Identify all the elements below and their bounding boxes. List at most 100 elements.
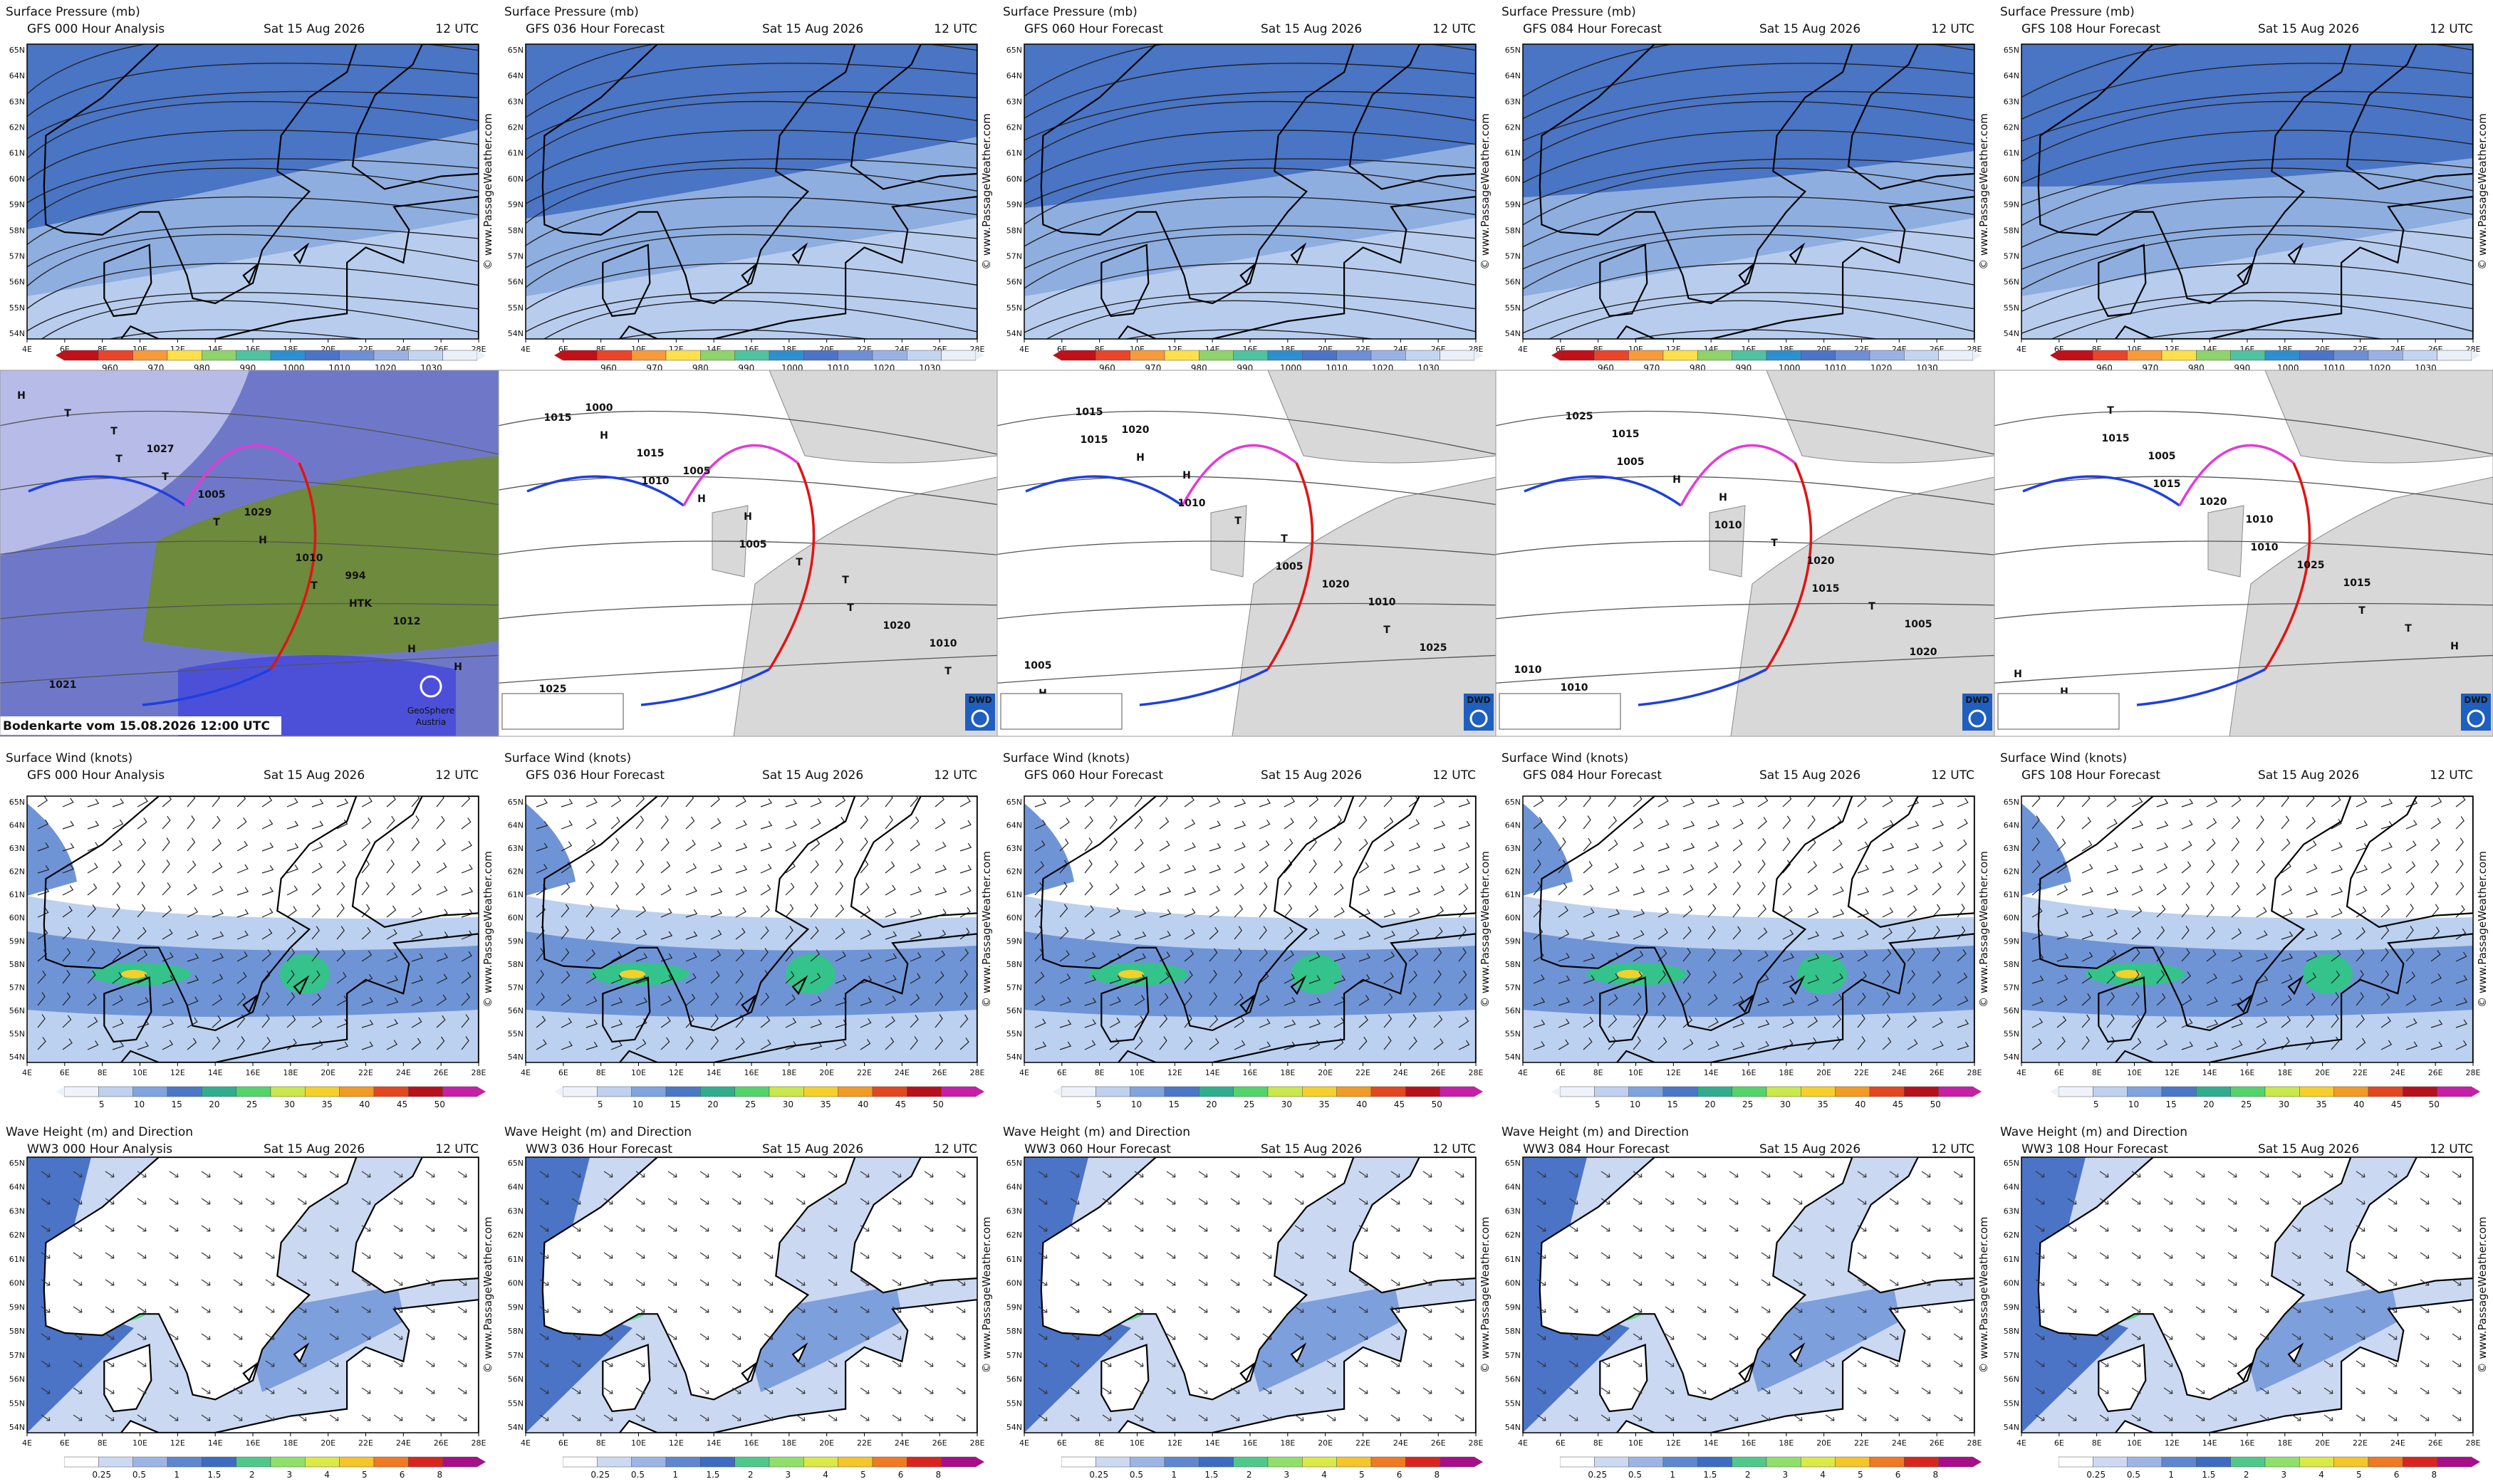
watermark: © www.PassageWeather.com: [980, 851, 993, 1008]
colorbar-label: 1.5: [1204, 1470, 1218, 1480]
wind-barb: [336, 840, 348, 852]
wave-arrow: [2163, 1306, 2173, 1313]
wind-barb: [411, 953, 424, 962]
wind-barb: [785, 971, 795, 984]
coastline: [2037, 1157, 2352, 1401]
lat-tick-label: 62N: [1505, 867, 1521, 877]
coastline: [2346, 44, 2473, 190]
colorbar-swatch: [803, 350, 838, 361]
wind-barb: [1184, 1036, 1193, 1050]
wind-barb: [386, 882, 395, 896]
panel-time: 12 UTC: [934, 1142, 977, 1156]
lat-tick-label: 59N: [2004, 936, 2019, 946]
wind-barb: [585, 996, 598, 1006]
lon-tick-label: 4E: [1019, 1438, 1029, 1448]
wave-arrow: [571, 1171, 581, 1178]
wave-arrow: [1536, 1387, 1546, 1394]
wave-arrow: [297, 1360, 307, 1367]
wave-arrow: [1454, 1333, 1464, 1340]
wind-barb: [436, 796, 444, 808]
wave-arrow: [924, 1306, 934, 1313]
wind-barb: [1732, 860, 1742, 874]
wind-barb: [1682, 1039, 1694, 1050]
wave-arrow: [1038, 1414, 1048, 1421]
wave-arrow: [2259, 1387, 2269, 1394]
lat-tick-label: 56N: [1505, 278, 1521, 287]
lat-tick-label: 63N: [508, 844, 524, 853]
colorbar-swatch: [1405, 1086, 1440, 1097]
wave-arrow: [1358, 1171, 1368, 1178]
logo-text: Austria: [416, 717, 446, 727]
colorbar-label: 35: [1817, 1099, 1828, 1109]
wind-barb: [760, 993, 769, 1006]
colorbar-swatch: [1697, 350, 1732, 361]
wind-barb: [2455, 882, 2465, 896]
lon-tick-label: 16E: [1742, 1438, 1756, 1448]
wind-barb: [2331, 908, 2343, 918]
wind-barb: [2455, 951, 2467, 962]
wave-arrow: [1889, 1252, 1899, 1259]
front: [2136, 668, 2266, 706]
wind-barb: [1857, 817, 1868, 830]
wind-barb: [2181, 820, 2193, 830]
wind-barb: [411, 815, 420, 830]
wind-barb: [935, 1014, 943, 1028]
lon-tick-label: 28E: [970, 1438, 985, 1448]
wind-barb: [261, 970, 271, 984]
wave-arrow: [393, 1387, 403, 1394]
wave-arrow: [860, 1360, 870, 1367]
isobar: [1523, 167, 1974, 226]
wind-barb: [2231, 975, 2244, 984]
isobar: [1024, 130, 1476, 183]
wind-barb: [536, 993, 545, 1006]
wind-barb: [1034, 1041, 1047, 1050]
colorbar-swatch: [1370, 1456, 1406, 1468]
lon-tick-label: 22E: [857, 1438, 872, 1448]
wind-barb: [1234, 1016, 1245, 1028]
lat-tick-label: 59N: [1505, 1302, 1521, 1312]
wave-arrow: [1921, 1252, 1931, 1259]
wind-barb: [959, 1037, 969, 1050]
wind-barb: [610, 882, 619, 896]
colorbar-swatch: [1697, 1086, 1732, 1097]
wind-barb: [1259, 1018, 1271, 1028]
panel-date: Sat 15 Aug 2026: [1759, 1142, 1860, 1156]
wind-barb: [561, 948, 570, 962]
wind-barb: [1757, 927, 1768, 940]
wind-barb: [1284, 926, 1294, 940]
wave-arrow: [892, 1198, 902, 1205]
wave-arrow: [2227, 1414, 2237, 1421]
wave-arrow: [2356, 1414, 2366, 1421]
wave-arrow: [137, 1387, 147, 1394]
wave-arrow: [2356, 1198, 2366, 1205]
wind-barb: [1832, 909, 1845, 918]
lat-tick-label: 59N: [9, 1302, 25, 1312]
lon-tick-label: 20E: [819, 1438, 834, 1448]
lat-tick-label: 65N: [1006, 798, 1022, 807]
wave-arrow: [1070, 1225, 1080, 1232]
colorbar-label: 0.5: [1628, 1470, 1642, 1480]
front-label: 1021: [49, 679, 77, 691]
wave-arrow: [1326, 1198, 1336, 1205]
coastline: [2237, 1361, 2254, 1382]
wind-barb: [561, 994, 571, 1006]
lat-tick-label: 54N: [9, 1052, 25, 1062]
wind-barb: [910, 952, 922, 962]
wave-arrow: [1326, 1252, 1336, 1259]
front-label: 1020: [1122, 424, 1150, 436]
isobar: [1496, 540, 1994, 555]
colorbar-label: 20: [707, 1099, 718, 1109]
wave-arrow: [2452, 1225, 2462, 1232]
wave-arrow: [1198, 1387, 1208, 1394]
wind-barb: [1034, 798, 1047, 808]
wave-arrow: [2259, 1279, 2269, 1286]
wind-barb: [2380, 926, 2390, 940]
wind-barb: [286, 992, 296, 1006]
wind-barb: [2306, 909, 2318, 918]
coastline: [2287, 242, 2304, 265]
wind-barb: [1184, 887, 1197, 896]
wave-arrow: [361, 1306, 371, 1313]
wave-arrow: [924, 1387, 934, 1394]
coastline: [618, 1299, 977, 1433]
caption-box: [0, 716, 281, 735]
